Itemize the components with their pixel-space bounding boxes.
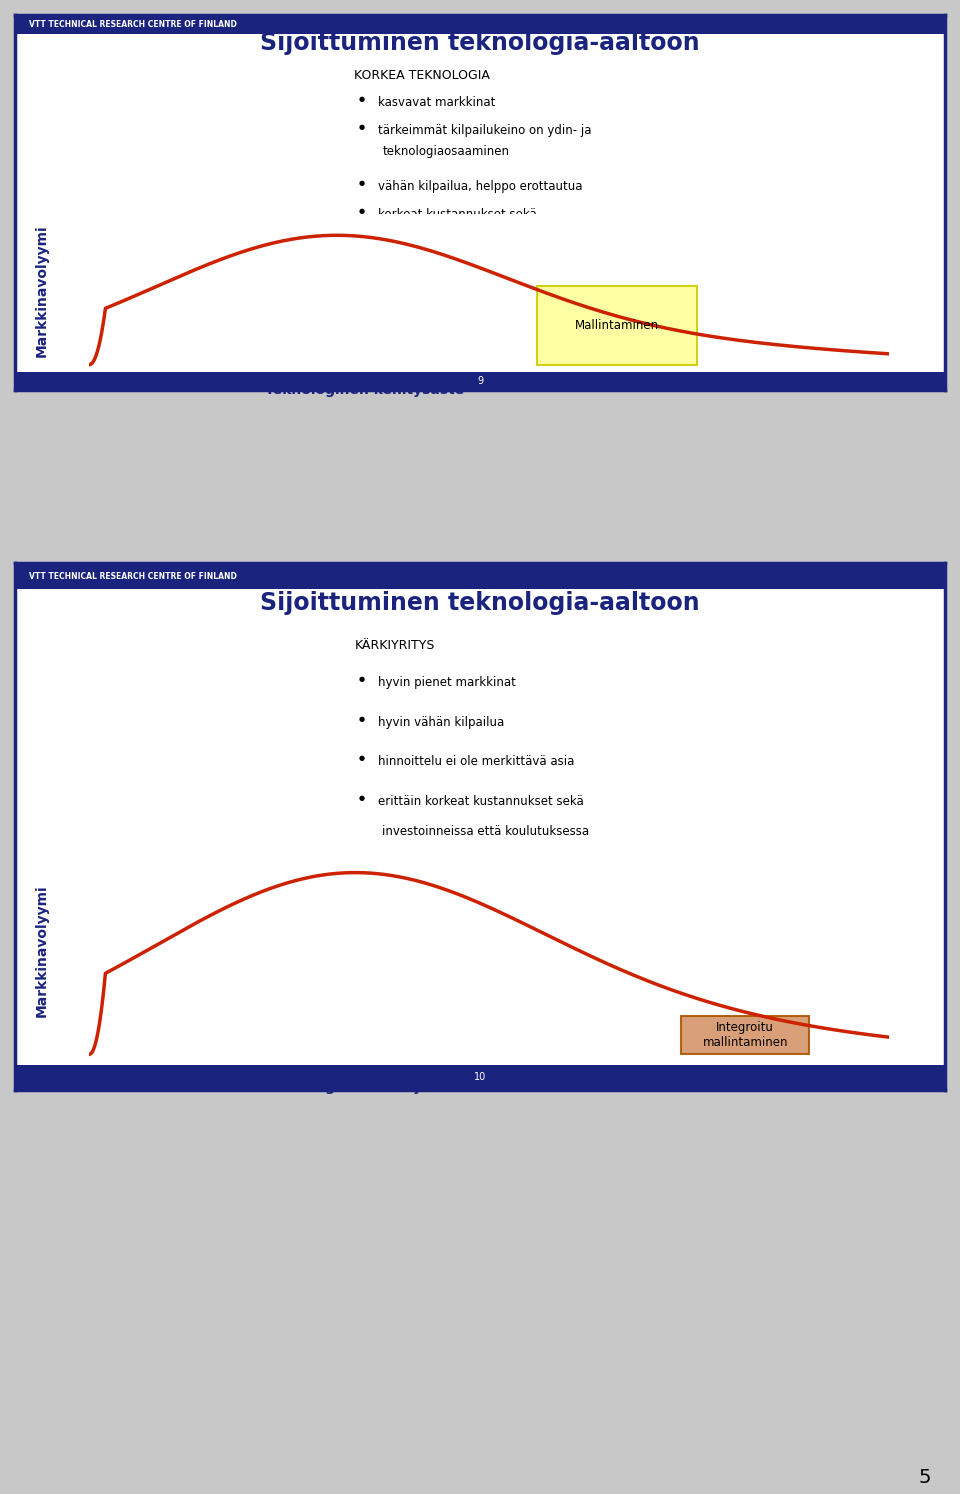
- Text: ●: ●: [359, 953, 365, 959]
- Text: korkeat kustannukset sekä: korkeat kustannukset sekä: [377, 208, 537, 221]
- Text: ●: ●: [359, 264, 365, 270]
- Text: 9: 9: [477, 376, 483, 385]
- Text: √: √: [783, 1035, 796, 1055]
- Text: VTT: VTT: [815, 350, 860, 371]
- Bar: [15, 1065, 945, 1091]
- Text: työntekijöitä: työntekijöitä: [382, 904, 457, 917]
- Text: houkuttelee lahjakkaita työntekijöitä: houkuttelee lahjakkaita työntekijöitä: [377, 293, 595, 305]
- Text: kasvavat markkinat: kasvavat markkinat: [377, 96, 495, 109]
- Text: VTT TECHNICAL RESEARCH CENTRE OF FINLAND: VTT TECHNICAL RESEARCH CENTRE OF FINLAND: [29, 19, 237, 28]
- Text: 10: 10: [474, 1073, 486, 1082]
- Text: √: √: [783, 348, 796, 368]
- Text: Markkinavolyymi: Markkinavolyymi: [35, 884, 48, 1016]
- Text: erittäin korkeat kustannukset sekä: erittäin korkeat kustannukset sekä: [377, 795, 584, 808]
- Text: ●: ●: [359, 716, 365, 722]
- Text: Teknologinen kehitysaste: Teknologinen kehitysaste: [265, 382, 465, 397]
- Text: teknologiaosaaminen: teknologiaosaaminen: [382, 145, 510, 158]
- Text: ●: ●: [359, 795, 365, 801]
- Text: ●: ●: [359, 96, 365, 102]
- Text: hyvin vähän kilpailua: hyvin vähän kilpailua: [377, 716, 504, 729]
- Bar: [15, 15, 945, 34]
- Text: ●: ●: [359, 124, 365, 130]
- Text: 5: 5: [919, 1467, 931, 1487]
- Text: Integroitu
mallintaminen: Integroitu mallintaminen: [703, 1022, 788, 1049]
- Text: Sijoittuminen teknologia-aaltoon: Sijoittuminen teknologia-aaltoon: [260, 31, 700, 55]
- Text: hinnoittelu ei ole merkittävä asia: hinnoittelu ei ole merkittävä asia: [377, 756, 574, 768]
- Bar: [538, 287, 697, 365]
- Text: melko korkeat riskit: melko korkeat riskit: [377, 264, 494, 278]
- Text: hyvin pienet markkinat: hyvin pienet markkinat: [377, 677, 516, 689]
- Text: ●: ●: [359, 179, 365, 185]
- Bar: [15, 563, 945, 589]
- Text: vähän kilpailua, helppo erottautua: vähän kilpailua, helppo erottautua: [377, 179, 582, 193]
- Text: ●: ●: [359, 756, 365, 762]
- Text: KORKEA TEKNOLOGIA: KORKEA TEKNOLOGIA: [354, 69, 491, 82]
- Text: ●: ●: [359, 874, 365, 880]
- Bar: [15, 372, 945, 390]
- Text: investoinneissa että koulutuksessa: investoinneissa että koulutuksessa: [382, 230, 589, 244]
- Text: VTT: VTT: [815, 1038, 860, 1058]
- Text: Sijoittuminen teknologia-aaltoon: Sijoittuminen teknologia-aaltoon: [260, 590, 700, 614]
- Text: investoinneissa että koulutuksessa: investoinneissa että koulutuksessa: [382, 826, 589, 838]
- Text: Mallintaminen: Mallintaminen: [575, 318, 660, 332]
- Text: Teknologinen kehitysaste: Teknologinen kehitysaste: [265, 1080, 465, 1094]
- Text: Markkinavolyymi: Markkinavolyymi: [35, 224, 48, 357]
- Text: VTT TECHNICAL RESEARCH CENTRE OF FINLAND: VTT TECHNICAL RESEARCH CENTRE OF FINLAND: [29, 572, 237, 581]
- Text: ●: ●: [359, 677, 365, 683]
- Text: ●: ●: [359, 293, 365, 299]
- Bar: [682, 1016, 809, 1055]
- Text: KÄRKIYRITYS: KÄRKIYRITYS: [354, 639, 435, 653]
- Text: tärkeimmät kilpailukeino on ydin- ja: tärkeimmät kilpailukeino on ydin- ja: [377, 124, 591, 137]
- Text: houkuttelee huippulahjakkaita: houkuttelee huippulahjakkaita: [377, 874, 558, 887]
- Text: erittäin korkeat riskit: erittäin korkeat riskit: [377, 953, 502, 967]
- Text: ●: ●: [359, 208, 365, 214]
